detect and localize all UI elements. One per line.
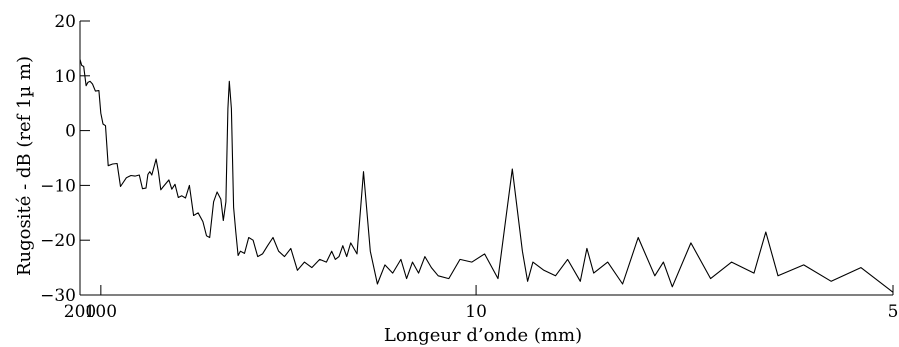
y-axis-label: Rugosité - dB (ref 1µ m) (14, 56, 35, 276)
axis-ticks (79, 20, 894, 296)
x-tick-label: 100 (85, 302, 117, 322)
x-tick-label: 10 (465, 302, 487, 322)
data-series (79, 59, 894, 293)
x-tick-label: 200 (64, 302, 96, 322)
y-tick-label: 0 (65, 122, 76, 142)
y-tick-label: 10 (54, 67, 76, 87)
x-axis-label: Longeur d’onde (mm) (384, 325, 582, 346)
y-tick-label: −20 (40, 231, 76, 251)
y-tick-label: −30 (40, 286, 76, 306)
x-tick-label: 5 (888, 302, 899, 322)
series-line (79, 59, 894, 293)
plot-axes (79, 21, 893, 296)
y-tick-label: 20 (54, 12, 76, 32)
y-tick-label: −10 (40, 176, 76, 196)
